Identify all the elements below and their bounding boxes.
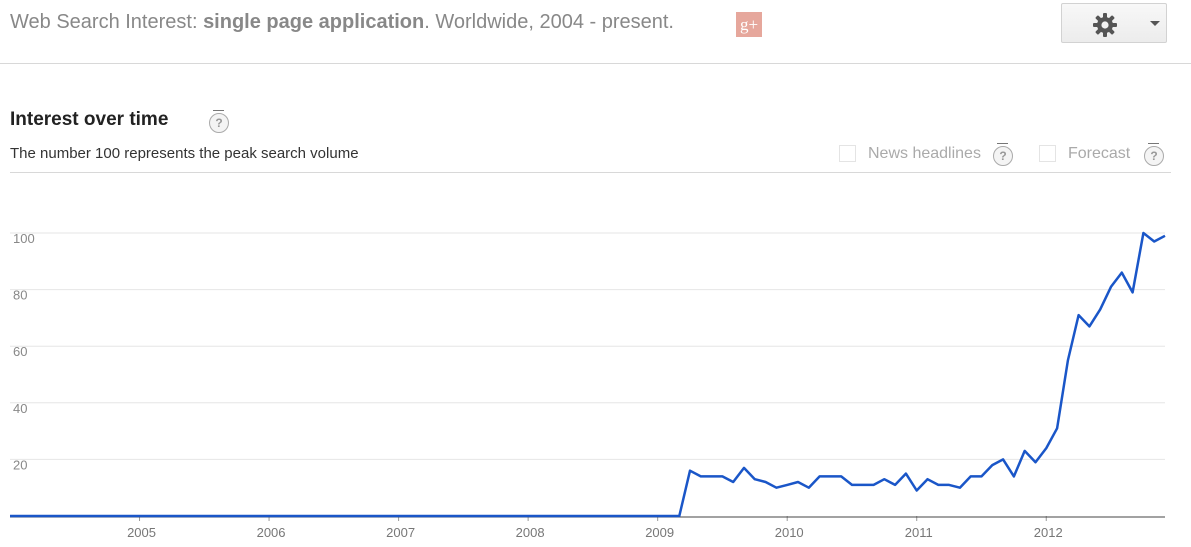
section-title: Interest over time [10,109,169,130]
y-tick-label: 40 [13,401,27,416]
page-title: Web Search Interest: single page applica… [10,11,674,34]
x-tick-label: 2010 [775,525,804,540]
title-suffix: . Worldwide, 2004 - present. [424,11,674,33]
chevron-down-icon [1150,21,1160,26]
title-prefix: Web Search Interest: [10,11,204,33]
section-subtitle: The number 100 represents the peak searc… [10,145,359,162]
google-plus-icon[interactable]: g+ [736,12,762,37]
x-tick-label: 2009 [645,525,674,540]
forecast-checkbox[interactable] [1039,145,1056,162]
y-tick-label: 80 [13,288,27,303]
help-icon[interactable]: ? [209,110,229,133]
x-tick-label: 2007 [386,525,415,540]
x-tick-label: 2006 [257,525,286,540]
news-headlines-label: News headlines [868,145,981,162]
x-tick-label: 2008 [516,525,545,540]
x-tick-label: 2005 [127,525,156,540]
section-divider [10,172,1171,173]
x-tick-label: 2011 [905,525,933,540]
y-tick-label: 20 [13,457,27,472]
page-header: Web Search Interest: single page applica… [0,0,1191,64]
series-line [10,231,1166,518]
x-tick-label: 2012 [1034,525,1063,540]
gear-icon [1093,13,1117,37]
y-tick-label: 100 [13,231,35,246]
news-headlines-checkbox[interactable] [839,145,856,162]
forecast-help-icon[interactable]: ? [1144,143,1164,166]
forecast-label: Forecast [1068,145,1131,162]
y-tick-label: 60 [13,344,27,359]
news-headlines-help-icon[interactable]: ? [993,143,1013,166]
settings-button[interactable] [1061,3,1167,43]
search-term: single page application [203,11,425,33]
